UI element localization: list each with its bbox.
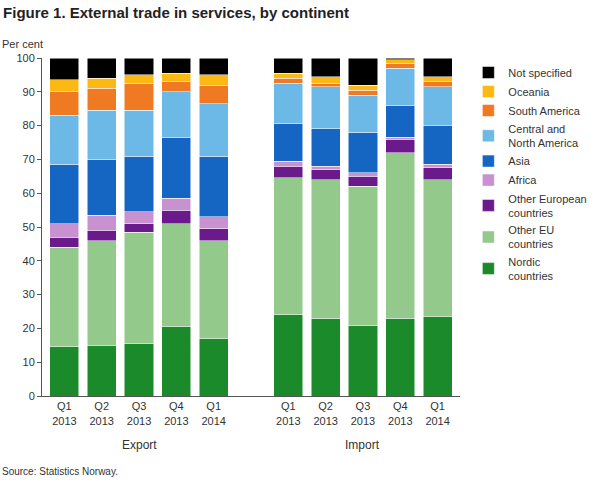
svg-text:20: 20	[23, 322, 35, 334]
svg-text:Per cent: Per cent	[2, 38, 43, 50]
svg-text:10: 10	[23, 356, 35, 368]
svg-text:Q12014: Q12014	[201, 400, 225, 426]
svg-text:Q12014: Q12014	[425, 400, 449, 426]
svg-text:Source: Statistics Norway.: Source: Statistics Norway.	[2, 466, 118, 477]
svg-text:90: 90	[23, 86, 35, 98]
svg-text:Asia: Asia	[508, 155, 530, 167]
svg-text:70: 70	[23, 153, 35, 165]
svg-text:Central andNorth America: Central andNorth America	[508, 123, 579, 149]
svg-text:30: 30	[23, 288, 35, 300]
svg-text:60: 60	[23, 187, 35, 199]
svg-text:Q22013: Q22013	[89, 400, 113, 426]
svg-text:Other EUcountries: Other EUcountries	[508, 224, 554, 250]
svg-text:Q32013: Q32013	[351, 400, 375, 426]
svg-text:Nordiccountries: Nordiccountries	[508, 256, 553, 282]
svg-text:Figure 1. External trade in se: Figure 1. External trade in services, by…	[3, 4, 349, 21]
svg-text:Other Europeancountries: Other Europeancountries	[508, 193, 586, 219]
svg-text:Not specified: Not specified	[508, 67, 572, 79]
svg-text:80: 80	[23, 119, 35, 131]
svg-text:0: 0	[29, 390, 35, 402]
svg-text:50: 50	[23, 221, 35, 233]
svg-text:Import: Import	[345, 438, 380, 452]
svg-text:Q42013: Q42013	[388, 400, 412, 426]
svg-text:Oceania: Oceania	[508, 86, 550, 98]
svg-text:100: 100	[16, 52, 34, 64]
svg-text:Q22013: Q22013	[313, 400, 337, 426]
svg-text:Q42013: Q42013	[164, 400, 188, 426]
svg-text:Q32013: Q32013	[127, 400, 151, 426]
svg-text:Africa: Africa	[508, 174, 537, 186]
svg-text:Export: Export	[122, 438, 157, 452]
svg-text:Q12013: Q12013	[276, 400, 300, 426]
svg-text:40: 40	[23, 255, 35, 267]
svg-text:South America: South America	[508, 105, 580, 117]
svg-text:Q12013: Q12013	[52, 400, 76, 426]
